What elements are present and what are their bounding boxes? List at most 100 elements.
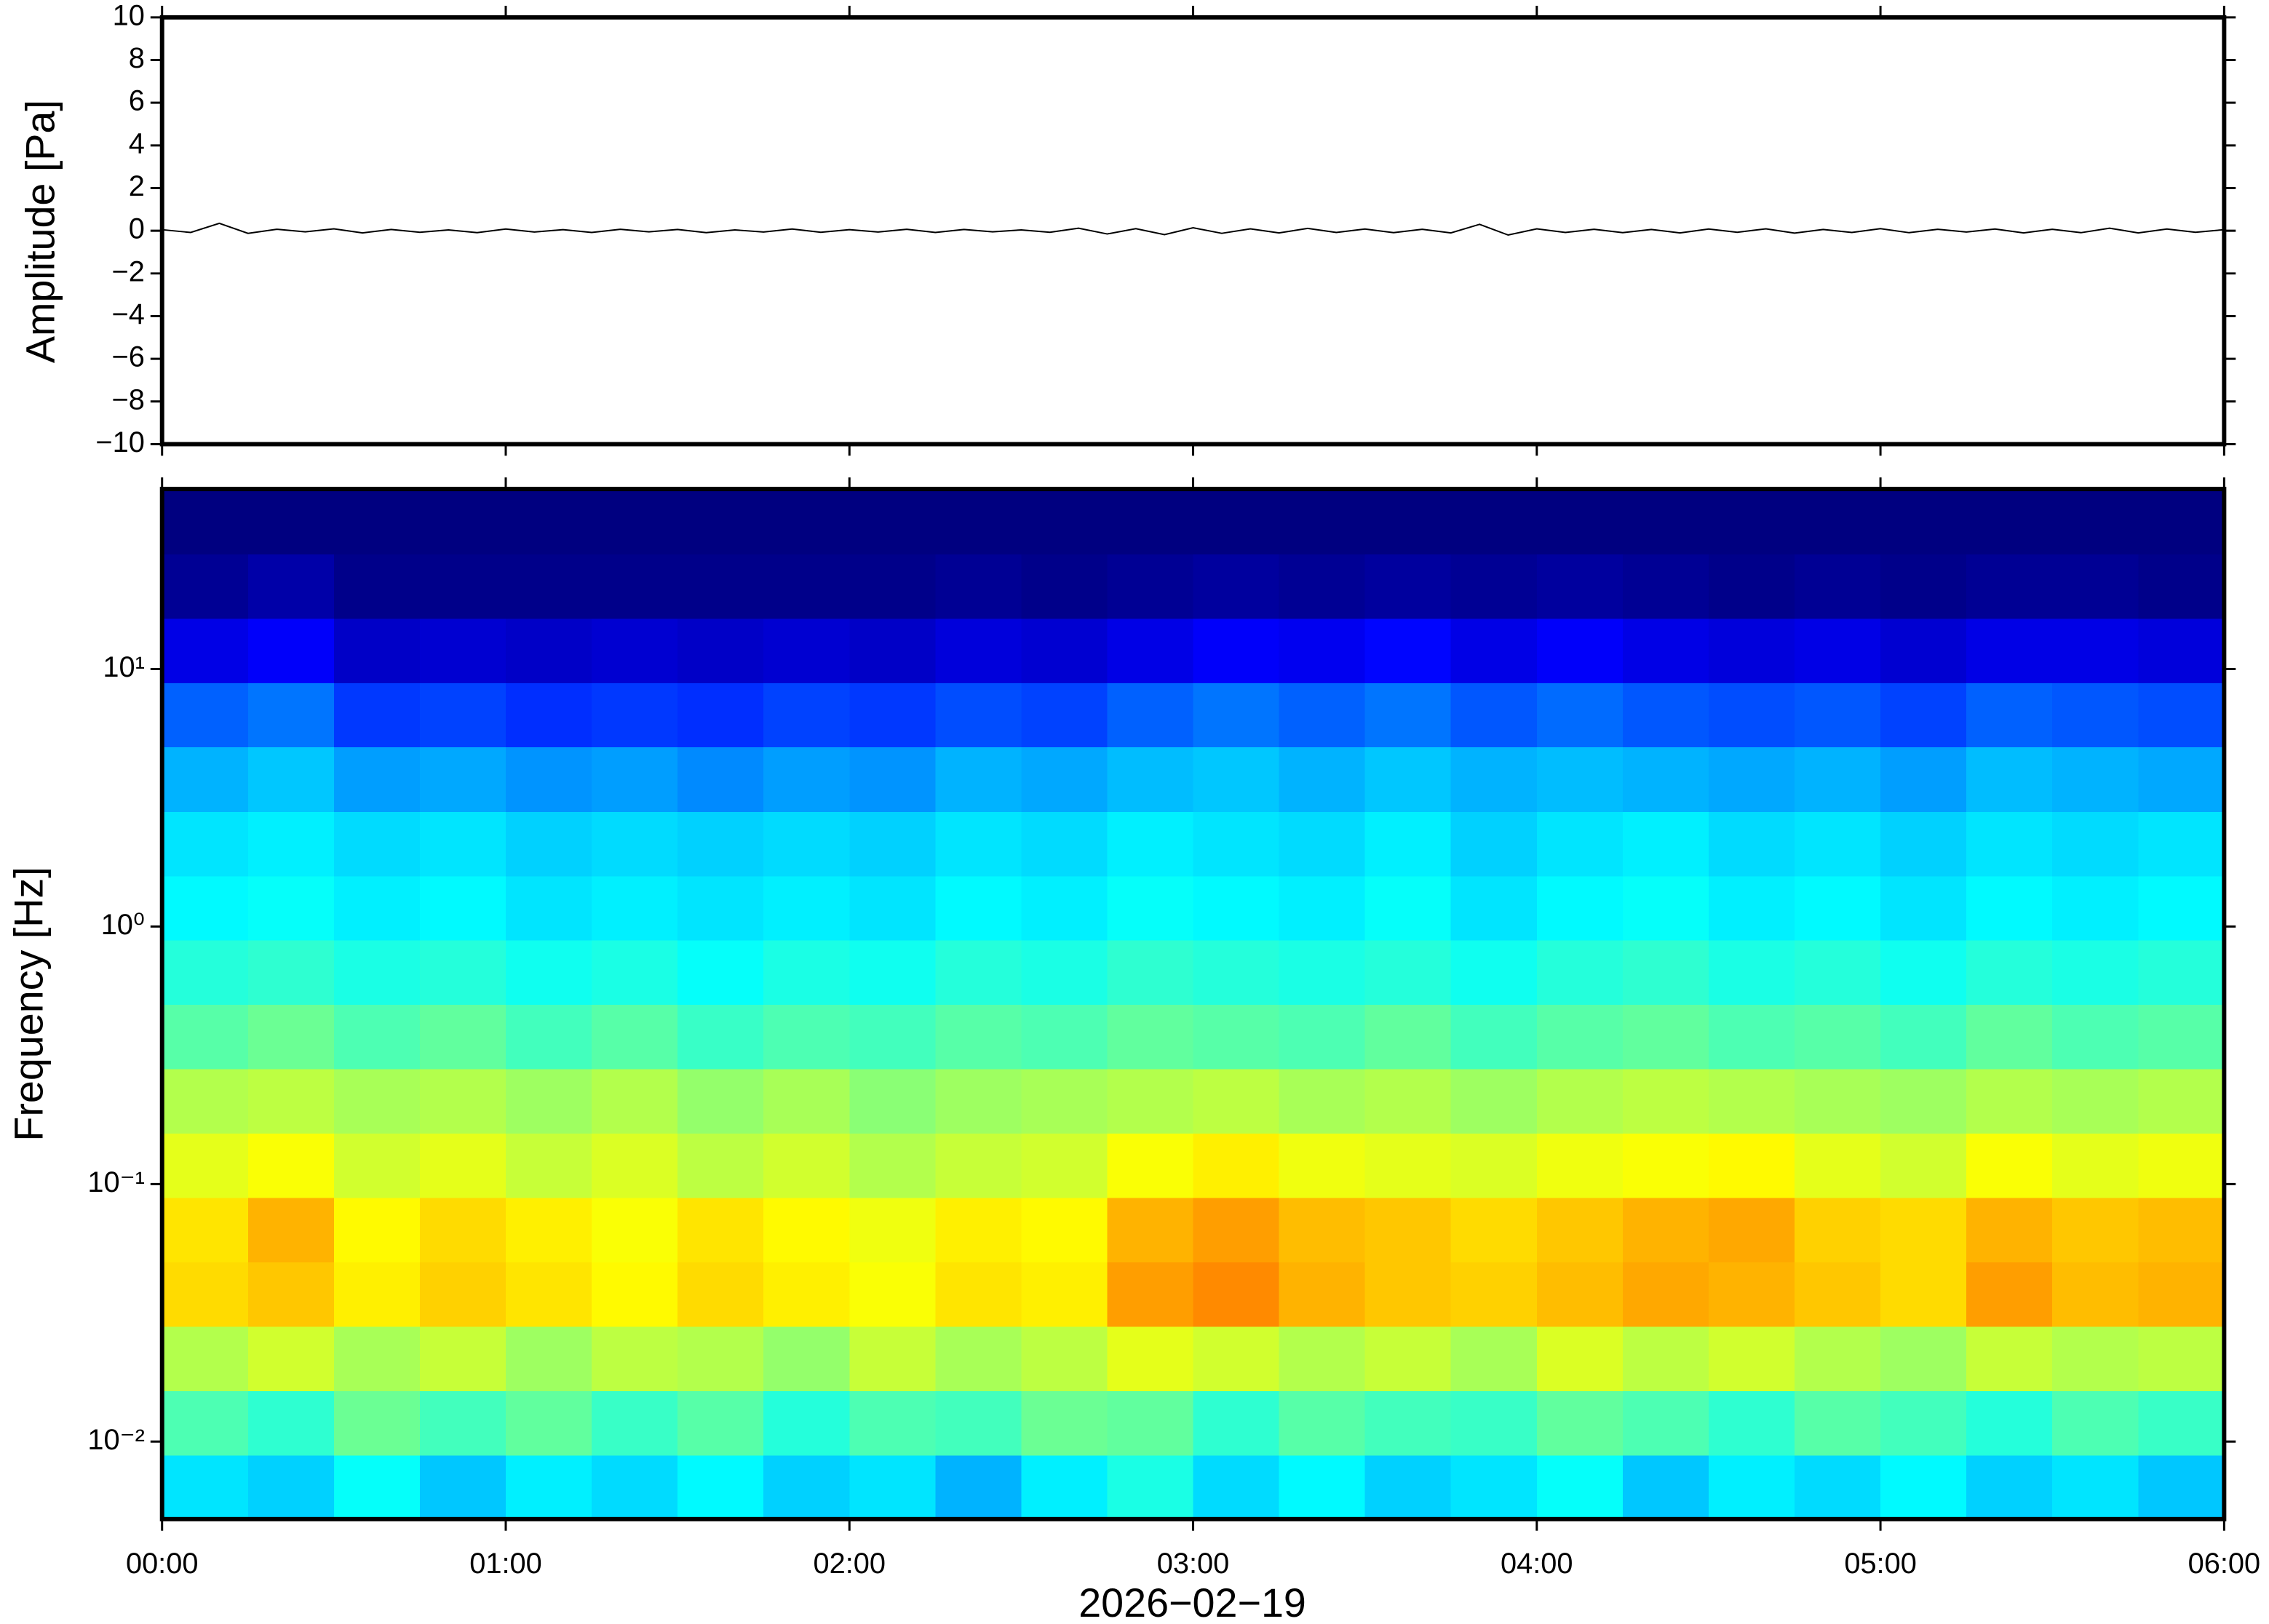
spectrogram-cell (1966, 1068, 2054, 1134)
spectrogram-cell (333, 489, 421, 554)
spectrogram-cell (162, 489, 249, 554)
spectrogram-cell (1536, 489, 1624, 554)
spectrogram-cell (1966, 1261, 2054, 1327)
spectrogram-cell (1450, 747, 1538, 812)
axes: −10 −8 −6 −4 −2 0 2 4 6 8 10 10⁻² 10⁻¹ 10⁰ 10¹ 00:00 01:… (87, 0, 2260, 1580)
spectrogram-cell (1450, 1003, 1538, 1070)
spectrogram-cell (1193, 1454, 1280, 1521)
spectrogram-cell (1364, 1197, 1452, 1263)
spectrogram-cell (1966, 1003, 2054, 1070)
spectrogram-cell (2138, 1390, 2225, 1456)
spectrogram-cell (1364, 1390, 1452, 1456)
spectrogram-cell (2052, 1197, 2139, 1263)
spectrogram-cell (677, 1326, 765, 1392)
spectrogram-cell (677, 939, 765, 1006)
spectrogram-cell (1795, 1003, 1882, 1070)
spectrogram-cell (1364, 811, 1452, 877)
spectrogram-cell (1708, 1133, 1796, 1198)
spectrogram-cell (677, 553, 765, 619)
spectrogram-cell (333, 1326, 421, 1392)
spectrogram-cell (1107, 1197, 1194, 1263)
spectrogram-cell (849, 489, 937, 554)
spectrogram-cell (333, 747, 421, 812)
spectrogram-cell (1450, 489, 1538, 554)
spectrogram-cell (2138, 1326, 2225, 1392)
x-tick-label: 00:00 (126, 1548, 198, 1580)
spectrogram-cell (1622, 747, 1710, 812)
spectrogram-cell (1880, 1390, 1968, 1456)
x-tick-label: 01:00 (469, 1548, 541, 1580)
spectrogram-cell (1622, 1390, 1710, 1456)
spectrogram-cell (1880, 747, 1968, 812)
spectrogram-cell (247, 1326, 335, 1392)
spectrogram-cell (505, 489, 593, 554)
spectrogram-cell (1193, 1068, 1280, 1134)
spectrogram-cell (1193, 1390, 1280, 1456)
spectrogram-cell (1536, 1326, 1624, 1392)
spectrogram-cell (1880, 1454, 1968, 1521)
spectrogram-cell (1193, 939, 1280, 1006)
spectrogram-cell (1966, 553, 2054, 619)
spectrogram-cell (763, 553, 851, 619)
y-tick-label: −8 (112, 383, 145, 415)
spectrogram-cell (1193, 1326, 1280, 1392)
spectrogram-cell (505, 553, 593, 619)
waveform (162, 222, 2225, 236)
spectrogram-cell (592, 875, 679, 941)
spectrogram-cell (1450, 1261, 1538, 1327)
spectrogram-cell (763, 1454, 851, 1521)
spectrogram-cell (2052, 747, 2139, 812)
spectrogram-cell (162, 1326, 249, 1392)
spectrogram-cell (935, 489, 1022, 554)
spectrogram-cell (592, 1261, 679, 1327)
spectrogram-cell (2138, 747, 2225, 812)
spectrogram-cell (935, 553, 1022, 619)
spectrogram-cell (1622, 618, 1710, 683)
spectrogram-cell (592, 1326, 679, 1392)
spectrogram-cell (935, 1261, 1022, 1327)
spectrogram-cell (849, 553, 937, 619)
spectrogram-cell (1279, 1326, 1366, 1392)
y-axis-label: Frequency [Hz] (6, 867, 51, 1141)
spectrogram-cell (849, 1390, 937, 1456)
spectrogram-cell (1880, 553, 1968, 619)
spectrogram-cell (1364, 553, 1452, 619)
spectrogram-cell (1450, 1068, 1538, 1134)
spectrogram-cell (419, 489, 507, 554)
spectrogram-cell (849, 1133, 937, 1198)
spectrogram-cell (505, 1133, 593, 1198)
spectrogram-cell (419, 1261, 507, 1327)
spectrogram-cell (1450, 1326, 1538, 1392)
spectrogram-cell (763, 1326, 851, 1392)
spectrogram-cell (1193, 682, 1280, 748)
spectrogram-cell (1536, 618, 1624, 683)
spectrogram-cell (162, 1261, 249, 1327)
spectrogram-cell (1279, 1068, 1366, 1134)
spectrogram-cell (2138, 1003, 2225, 1070)
spectrogram-cell (2138, 1454, 2225, 1521)
x-tick-label: 03:00 (1157, 1548, 1229, 1580)
spectrogram-cell (247, 553, 335, 619)
spectrogram-cell (935, 939, 1022, 1006)
spectrogram-cell (1708, 1197, 1796, 1263)
spectrogram-cell (247, 875, 335, 941)
spectrogram-cell (162, 553, 249, 619)
spectrogram-cell (1021, 939, 1108, 1006)
spectrogram-cell (1536, 1003, 1624, 1070)
spectrogram-cell (1279, 682, 1366, 748)
spectrogram-cell (247, 618, 335, 683)
spectrogram-cell (419, 1068, 507, 1134)
spectrogram-cell (1450, 1454, 1538, 1521)
spectrogram-cell (1193, 1197, 1280, 1263)
spectrogram-cell (162, 747, 249, 812)
spectrogram-cell (1795, 618, 1882, 683)
spectrogram-cell (1880, 1197, 1968, 1263)
spectrogram-cell (1708, 1326, 1796, 1392)
spectrogram-cell (849, 618, 937, 683)
spectrogram-cell (1622, 553, 1710, 619)
spectrogram-cell (1708, 489, 1796, 554)
y-tick-label: 0 (129, 213, 145, 245)
spectrogram-cell (1107, 875, 1194, 941)
spectrogram-cell (419, 618, 507, 683)
spectrogram-cell (247, 1068, 335, 1134)
